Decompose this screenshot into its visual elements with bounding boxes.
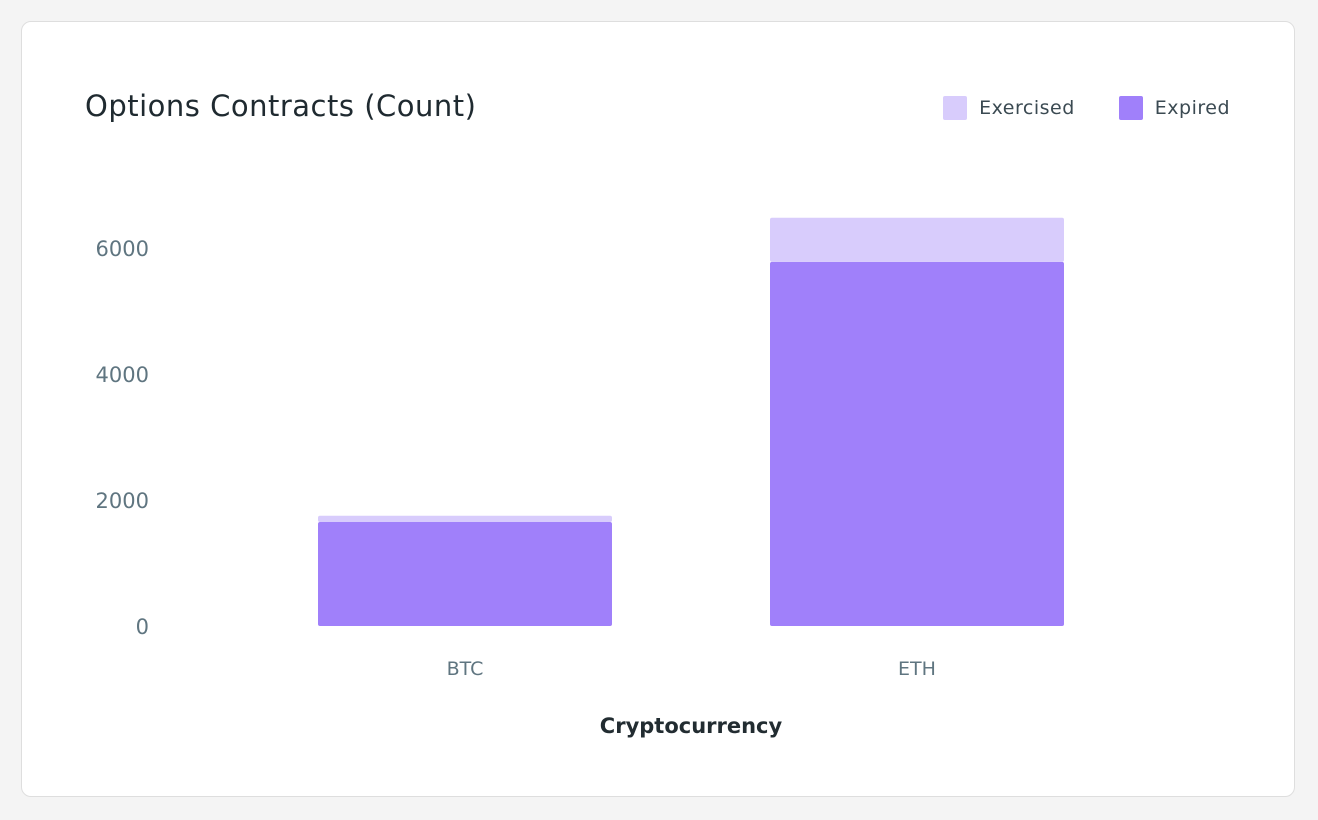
legend-swatch-expired (1118, 96, 1143, 120)
bar-expired-btc[interactable] (318, 522, 612, 626)
chart-card: Options Contracts (Count) Exercised Expi… (21, 21, 1295, 797)
bar-expired-eth[interactable] (770, 261, 1064, 626)
y-tick-label: 0 (136, 615, 149, 639)
legend-swatch-exercised (943, 96, 968, 120)
legend-item-exercised[interactable]: Exercised (943, 96, 1075, 120)
legend-item-expired[interactable]: Expired (1118, 96, 1230, 120)
x-axis-label: Cryptocurrency (600, 714, 783, 738)
legend-label-exercised: Exercised (979, 97, 1075, 119)
y-tick-label: 6000 (96, 237, 149, 261)
y-tick-label: 2000 (96, 489, 149, 513)
x-tick-label-btc: BTC (447, 658, 484, 680)
y-tick-label: 4000 (96, 363, 149, 387)
x-tick-label-eth: ETH (898, 658, 936, 680)
bar-exercised-btc[interactable] (318, 515, 612, 523)
legend: Exercised Expired (899, 96, 1230, 120)
chart-title: Options Contracts (Count) (85, 89, 477, 123)
bar-exercised-eth[interactable] (770, 217, 1064, 262)
legend-label-expired: Expired (1154, 97, 1230, 119)
